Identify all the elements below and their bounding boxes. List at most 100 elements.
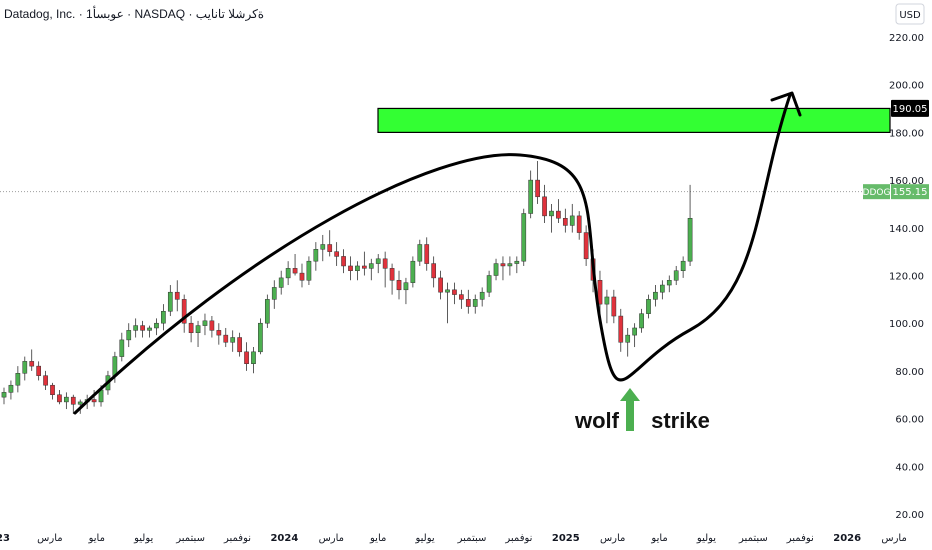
candle[interactable] — [542, 184, 547, 224]
candle[interactable] — [479, 287, 485, 307]
candle[interactable] — [597, 270, 603, 314]
candle[interactable] — [521, 208, 527, 266]
candle[interactable] — [292, 254, 298, 276]
annotation-text: wolf strike — [574, 408, 710, 433]
candle[interactable] — [472, 294, 478, 314]
candle[interactable] — [389, 263, 395, 295]
candle[interactable] — [486, 270, 492, 297]
candle[interactable] — [576, 211, 582, 240]
candle[interactable] — [188, 316, 194, 343]
candle[interactable] — [271, 280, 277, 309]
candle[interactable] — [22, 356, 28, 381]
candle[interactable] — [15, 366, 21, 393]
candle[interactable] — [299, 263, 305, 288]
candle[interactable] — [632, 323, 637, 348]
candle[interactable] — [147, 325, 152, 338]
candle[interactable] — [653, 285, 658, 307]
candle[interactable] — [154, 318, 159, 336]
candle[interactable] — [528, 170, 534, 219]
candle[interactable] — [306, 256, 312, 286]
candle[interactable] — [646, 294, 651, 319]
candle[interactable] — [514, 256, 520, 274]
candle[interactable] — [493, 258, 499, 281]
candle[interactable] — [445, 282, 450, 324]
candle[interactable] — [57, 389, 62, 405]
candle[interactable] — [8, 380, 14, 400]
candle[interactable] — [251, 347, 256, 374]
candle[interactable] — [625, 327, 631, 357]
candle[interactable] — [181, 294, 187, 333]
candle[interactable] — [348, 256, 353, 281]
candle[interactable] — [216, 323, 222, 345]
trend-curve[interactable] — [73, 93, 792, 415]
candle[interactable] — [562, 208, 568, 233]
candle[interactable] — [535, 161, 540, 204]
currency-box[interactable] — [895, 3, 925, 25]
candle[interactable] — [167, 285, 173, 317]
candle[interactable] — [666, 275, 672, 293]
candle[interactable] — [687, 184, 693, 266]
candle[interactable] — [438, 270, 443, 300]
candle[interactable] — [230, 330, 236, 352]
candle[interactable] — [43, 370, 48, 390]
resistance-zone[interactable] — [377, 107, 891, 133]
candle[interactable] — [285, 261, 291, 286]
candle[interactable] — [355, 261, 360, 281]
candle[interactable] — [174, 280, 180, 312]
candle[interactable] — [403, 277, 409, 305]
candle[interactable] — [133, 318, 139, 338]
candle[interactable] — [161, 304, 166, 331]
candle[interactable] — [50, 382, 55, 400]
candle[interactable] — [549, 203, 554, 233]
candle[interactable] — [583, 225, 589, 266]
candle[interactable] — [424, 237, 430, 271]
candle[interactable] — [382, 251, 388, 288]
candle[interactable] — [465, 289, 471, 314]
candle[interactable] — [431, 256, 437, 288]
candle[interactable] — [320, 234, 326, 262]
candle[interactable] — [680, 256, 686, 278]
candle[interactable] — [119, 332, 125, 362]
candle[interactable] — [244, 342, 249, 371]
candle[interactable] — [673, 265, 679, 286]
candle[interactable] — [258, 318, 263, 355]
candle[interactable] — [209, 316, 215, 338]
candle[interactable] — [29, 349, 35, 371]
candle[interactable] — [500, 256, 506, 281]
candle[interactable] — [660, 280, 665, 300]
candle[interactable] — [639, 308, 644, 333]
candle[interactable] — [126, 323, 132, 348]
candle[interactable] — [64, 392, 69, 410]
candle[interactable] — [362, 251, 367, 276]
candle[interactable] — [417, 239, 423, 266]
candle[interactable] — [452, 282, 457, 305]
candle[interactable] — [618, 308, 624, 352]
candle[interactable] — [611, 289, 617, 324]
candle[interactable] — [604, 289, 610, 324]
candle[interactable] — [556, 199, 561, 224]
candle[interactable] — [327, 230, 333, 257]
candle[interactable] — [375, 254, 381, 274]
candle[interactable] — [368, 258, 374, 281]
candle[interactable] — [410, 256, 416, 288]
candle[interactable] — [202, 313, 208, 336]
candle[interactable] — [459, 289, 464, 309]
candle[interactable] — [313, 242, 319, 271]
candle[interactable] — [237, 332, 242, 357]
candle[interactable] — [140, 320, 145, 338]
candle-body — [680, 260, 686, 271]
candle[interactable] — [264, 294, 270, 328]
candle[interactable] — [70, 394, 76, 414]
candle[interactable] — [278, 270, 284, 295]
candle[interactable] — [91, 389, 97, 407]
candle[interactable] — [341, 249, 346, 274]
candle[interactable] — [223, 327, 229, 348]
candle[interactable] — [195, 320, 201, 348]
candle[interactable] — [36, 361, 41, 381]
candle[interactable] — [507, 256, 513, 276]
candle[interactable] — [1, 387, 7, 405]
candle[interactable] — [396, 270, 402, 300]
candle[interactable] — [569, 203, 575, 233]
candle[interactable] — [334, 242, 339, 266]
